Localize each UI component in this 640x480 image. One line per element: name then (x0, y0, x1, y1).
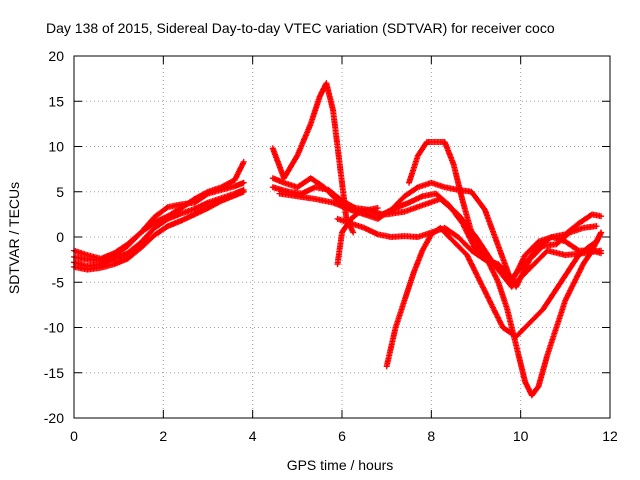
y-tick-label: 20 (48, 48, 64, 64)
y-tick-label: 10 (48, 139, 64, 155)
x-tick-label: 8 (427, 428, 435, 444)
y-tick-label: -5 (52, 274, 65, 290)
series-0-markers (71, 158, 247, 262)
y-tick-label: -15 (44, 365, 64, 381)
axis-ticks: 0 2 4 6 8 10 12 -20 -15 -10 -5 0 5 10 15 20 (44, 48, 618, 444)
y-tick-label: -20 (44, 410, 64, 426)
series-4-markers (269, 80, 357, 236)
x-tick-label: 12 (602, 428, 618, 444)
x-tick-label: 2 (159, 428, 167, 444)
series-4 (269, 80, 357, 236)
x-tick-label: 6 (338, 428, 346, 444)
x-tick-label: 0 (70, 428, 78, 444)
y-axis-label: SDTVAR / TECUs (6, 182, 22, 294)
y-tick-label: 0 (56, 229, 64, 245)
x-tick-label: 4 (249, 428, 257, 444)
x-tick-label: 10 (513, 428, 529, 444)
chart-title: Day 138 of 2015, Sidereal Day-to-day VTE… (46, 20, 555, 36)
y-tick-label: -10 (44, 320, 64, 336)
series-0 (71, 158, 247, 262)
series-11-markers (406, 139, 605, 399)
y-tick-label: 15 (48, 93, 64, 109)
series-11 (406, 139, 605, 399)
x-axis-label: GPS time / hours (287, 457, 394, 473)
data-points (71, 80, 605, 399)
y-tick-label: 5 (56, 184, 64, 200)
